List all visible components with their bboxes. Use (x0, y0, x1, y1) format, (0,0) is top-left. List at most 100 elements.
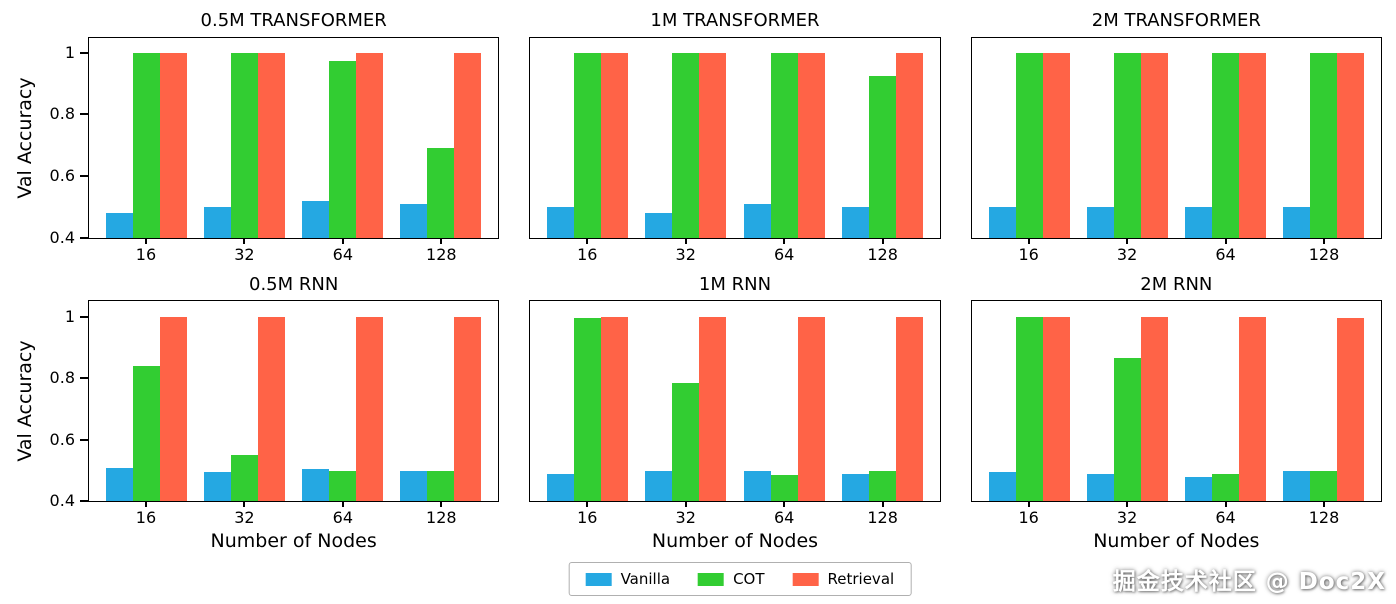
bar-cot (868, 76, 896, 238)
y-tick-mark (79, 51, 88, 54)
y-tick-label: 0.8 (49, 104, 75, 124)
bar-group (1086, 316, 1168, 502)
bar-cot (1015, 316, 1043, 502)
x-tick-labels: 16 32 64 128 (529, 502, 940, 528)
bar-vanilla (547, 473, 575, 502)
bar-retrieval (1140, 52, 1168, 238)
subplot: 0.5M RNN Val Accuracy 1 0.8 0.6 0.4 16 32 64 128 N… (14, 273, 500, 552)
x-tick-labels: 16 32 64 128 (529, 239, 940, 264)
y-tick-label: 0.8 (49, 368, 75, 388)
bar-retrieval (1238, 52, 1266, 238)
bar-retrieval (699, 316, 727, 502)
bar-cot (231, 455, 259, 502)
bar-group (400, 316, 482, 502)
x-tick-label: 128 (1284, 502, 1365, 528)
y-tick-label: 0.4 (49, 491, 75, 511)
subplot: 1M RNN 16 32 64 128 Number of Nodes (529, 274, 941, 552)
chart-title: 0.5M RNN (249, 273, 339, 295)
bar-retrieval (454, 52, 482, 238)
subplot: 2M RNN 16 32 64 128 Number of Nodes (970, 273, 1382, 552)
x-tick-label: 128 (842, 502, 923, 528)
bar-cot (868, 470, 896, 502)
bar-retrieval (160, 316, 188, 502)
legend-swatch-vanilla (585, 572, 612, 586)
x-tick-labels: 16 32 64 128 (971, 502, 1382, 528)
x-tick-label: 128 (401, 502, 482, 528)
chart-title: 2M RNN (1140, 273, 1213, 295)
bar-vanilla (106, 467, 134, 502)
plot-area: Val Accuracy 1 0.8 0.6 0.4 (14, 300, 500, 509)
legend-item-vanilla: Vanilla (585, 570, 670, 588)
watermark: 掘金技术社区 @ Doc2X (1112, 569, 1386, 595)
legend: Vanilla COT Retrieval (568, 562, 912, 596)
bar-cot (329, 470, 357, 502)
bar-group (645, 316, 727, 502)
x-tick-label: 16 (105, 502, 186, 528)
bar-group (400, 52, 482, 238)
bar-group (841, 316, 923, 502)
x-axis-label: Number of Nodes (651, 529, 819, 552)
bar-group (841, 52, 923, 238)
x-tick-label: 128 (842, 239, 923, 264)
bar-vanilla (106, 212, 134, 238)
bar-vanilla (1184, 206, 1212, 238)
y-tick-mark (79, 113, 88, 116)
x-tick-label: 32 (1087, 502, 1168, 528)
bar-cot (574, 318, 602, 502)
bar-vanilla (1282, 470, 1310, 502)
bar-vanilla (1282, 206, 1310, 238)
subplot: 2M TRANSFORMER 16 32 64 128 (970, 10, 1382, 264)
x-axis-label: Number of Nodes (1093, 529, 1260, 552)
bar-cot (231, 52, 259, 238)
bar-vanilla (400, 470, 428, 502)
bar-vanilla (1086, 206, 1114, 238)
plot-area (970, 36, 1382, 239)
bar-vanilla (645, 212, 673, 238)
plot-area: Val Accuracy 1 0.8 0.6 0.4 (14, 36, 500, 245)
bar-cot (1113, 358, 1141, 502)
x-tick-label: 64 (1185, 239, 1266, 264)
chart-title: 0.5M TRANSFORMER (200, 10, 387, 31)
bar-group (204, 316, 286, 502)
bar-retrieval (1140, 316, 1168, 502)
y-tick-mark (79, 377, 88, 380)
y-tick-label: 0.4 (49, 227, 75, 247)
bar-retrieval (258, 316, 286, 502)
x-tick-label: 32 (204, 502, 285, 528)
bar-vanilla (988, 472, 1016, 502)
bar-cot (672, 382, 700, 502)
bar-vanilla (204, 206, 232, 238)
legend-item-cot: COT (698, 570, 765, 588)
legend-swatch-cot (698, 572, 725, 586)
bar-cot (329, 60, 357, 238)
bar-retrieval (1336, 318, 1364, 502)
bar-retrieval (258, 52, 286, 238)
bar-vanilla (400, 203, 428, 238)
bar-retrieval (601, 52, 629, 238)
y-axis-label: Val Accuracy (14, 340, 36, 463)
y-tick-label: 0.6 (49, 165, 75, 185)
y-tick-mark (79, 500, 88, 503)
bar-group (547, 316, 629, 502)
x-tick-labels: 16 32 64 128 (971, 239, 1382, 264)
plot-area (529, 36, 941, 239)
x-tick-label: 32 (1087, 239, 1168, 264)
bar-vanilla (841, 206, 869, 238)
bar-cot (1309, 52, 1337, 238)
bar-group (106, 52, 188, 238)
x-tick-label: 32 (645, 239, 726, 264)
bar-cot (133, 52, 161, 238)
bar-retrieval (601, 316, 629, 502)
x-tick-label: 128 (1284, 239, 1365, 264)
x-tick-label: 64 (1185, 502, 1266, 528)
y-tick-mark (79, 315, 88, 318)
y-tick-mark (79, 174, 88, 177)
x-tick-label: 16 (988, 502, 1069, 528)
x-tick-label: 16 (105, 239, 186, 264)
bar-retrieval (797, 52, 825, 238)
bar-retrieval (1238, 316, 1266, 502)
bar-group (988, 316, 1070, 502)
legend-label-retrieval: Retrieval (827, 570, 895, 588)
legend-label-cot: COT (733, 570, 765, 588)
